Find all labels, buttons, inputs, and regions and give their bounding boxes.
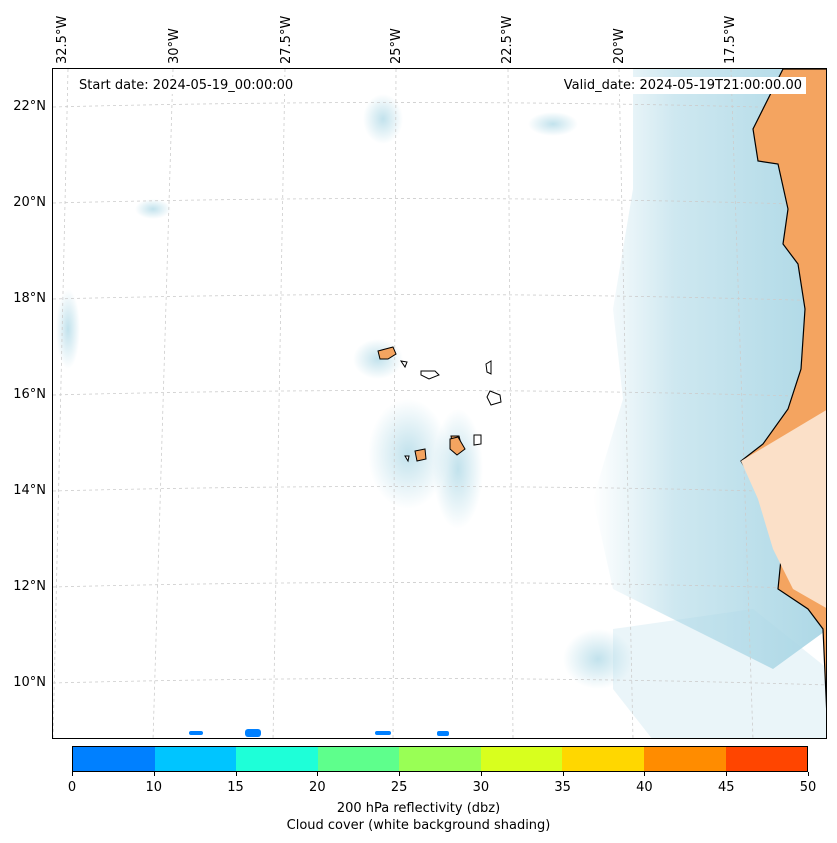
colorbar-tick: [153, 772, 155, 776]
colorbar-segment: [480, 747, 563, 771]
map-canvas: [53, 69, 826, 738]
colorbar-tick-label: 20: [309, 780, 326, 795]
colorbar-segment: [562, 747, 644, 771]
cloud-blob: [56, 289, 80, 369]
map-panel: Start date: 2024-05-19_00:00:00 Valid_da…: [52, 68, 827, 739]
valid-date-label: Valid_date: 2024-05-19T21:00:00.00: [559, 77, 806, 94]
cloud-blob: [563, 629, 633, 689]
lat-tick-label: 14°N: [13, 483, 46, 498]
lon-tick-label: 32.5°W: [55, 15, 70, 64]
graticule: [53, 69, 826, 738]
lon-tick-label: 17.5°W: [723, 15, 738, 64]
colorbar-tick: [644, 772, 646, 776]
colorbar-tick: [562, 772, 564, 776]
lat-tick-label: 16°N: [13, 387, 46, 402]
cloud-blob: [528, 112, 578, 136]
cloud-blob: [368, 399, 448, 509]
colorbar-tick: [726, 772, 728, 776]
colorbar-subtitle: Cloud cover (white background shading): [286, 818, 551, 833]
colorbar-tick-label: 40: [636, 780, 653, 795]
colorbar-tick: [808, 772, 809, 776]
colorbar-tick: [72, 772, 73, 776]
colorbar-tick-label: 10: [145, 780, 163, 795]
colorbar-segment: [317, 747, 400, 771]
colorbar-tick: [480, 772, 482, 776]
cloud-blob: [135, 199, 171, 219]
colorbar-tick-label: 25: [390, 780, 408, 795]
colorbar-tick: [317, 772, 319, 776]
colorbar-segment: [236, 747, 318, 771]
lon-tick-label: 30°W: [167, 28, 182, 64]
cape-verde-islands: [377, 346, 502, 463]
lat-tick-label: 12°N: [13, 579, 46, 594]
colorbar-tick-label: 45: [717, 780, 735, 795]
lat-tick-label: 10°N: [13, 675, 46, 690]
lon-tick-label: 20°W: [612, 28, 627, 64]
lat-tick-label: 22°N: [13, 99, 46, 114]
colorbar-segment: [73, 747, 155, 771]
lon-tick-label: 22.5°W: [500, 15, 515, 64]
lon-tick-label: 25°W: [389, 28, 404, 64]
colorbar-segment: [725, 747, 808, 771]
colorbar-tick-label: 15: [227, 780, 244, 795]
colorbar-segment: [643, 747, 726, 771]
colorbar-tick-label: 50: [799, 780, 817, 795]
colorbar-tick-label: 30: [472, 780, 490, 795]
reflectivity-specks: [189, 729, 449, 737]
colorbar-tick: [235, 772, 237, 776]
colorbar-segment: [154, 747, 237, 771]
colorbar-title: 200 hPa reflectivity (dbz): [336, 801, 501, 816]
cloud-blob: [363, 94, 403, 144]
colorbar-tick-label: 0: [67, 780, 77, 795]
lat-tick-label: 18°N: [13, 291, 46, 306]
colorbar-tick: [399, 772, 401, 776]
cloud-blob: [353, 339, 403, 379]
lon-tick-label: 27.5°W: [279, 15, 294, 64]
colorbar-segment: [399, 747, 481, 771]
colorbar: [72, 746, 808, 772]
sahel-land: [741, 410, 826, 608]
cloud-band-south: [613, 609, 826, 738]
cloud-blob: [433, 409, 483, 529]
start-date-label: Start date: 2024-05-19_00:00:00: [75, 77, 298, 94]
colorbar-tick-label: 35: [554, 780, 571, 795]
lat-tick-label: 20°N: [13, 195, 46, 210]
